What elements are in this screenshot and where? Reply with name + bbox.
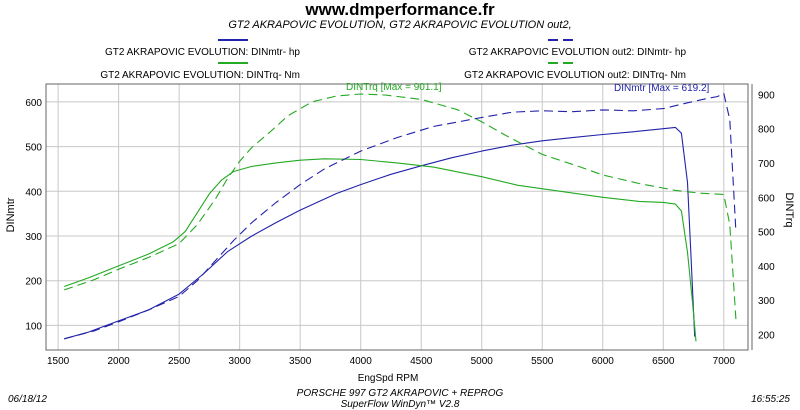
chart-subtitle: GT2 AKRAPOVIC EVOLUTION, GT2 AKRAPOVIC E… — [228, 19, 572, 31]
x-tick-label: 3500 — [289, 356, 312, 367]
x-tick-label: 5000 — [471, 356, 494, 367]
grid — [46, 84, 748, 350]
site-title: www.dmperformance.fr — [305, 0, 495, 19]
y-right-tick-label: 500 — [758, 228, 775, 239]
y-right-tick-label: 900 — [758, 90, 775, 101]
footer-date: 06/18/12 — [8, 394, 47, 405]
ticks-layer: 1500 2000 2500 3000 3500 4000 4500 5000 5500 6000… — [25, 84, 775, 367]
y-left-tick-label: 100 — [25, 321, 42, 332]
x-tick-label: 7000 — [713, 356, 736, 367]
x-tick-label: 4000 — [350, 356, 373, 367]
x-tick-label: 2000 — [107, 356, 130, 367]
x-tick-label: 3000 — [229, 356, 252, 367]
y-right-tick-label: 700 — [758, 159, 775, 170]
y-left-tick-label: 400 — [25, 187, 42, 198]
x-tick-label: 2500 — [168, 356, 191, 367]
series-line-4 — [64, 93, 737, 320]
y-right-tick-label: 400 — [758, 262, 775, 273]
y-left-tick-label: 300 — [25, 232, 42, 243]
x-axis-label: EngSpd RPM — [358, 373, 419, 384]
x-tick-label: 5500 — [531, 356, 554, 367]
y-right-tick-label: 800 — [758, 125, 775, 136]
y-axis-label-left: DINmtr — [5, 197, 17, 232]
series-line-3 — [64, 92, 737, 340]
legend-label-3: GT2 AKRAPOVIC EVOLUTION out2: DINmtr- hp — [469, 47, 687, 58]
x-tick-label: 4500 — [410, 356, 433, 367]
legend-label-2: GT2 AKRAPOVIC EVOLUTION: DINTrq- Nm — [100, 70, 300, 81]
series-layer — [64, 92, 737, 342]
y-axis-label-right: DINTrq — [783, 192, 795, 227]
footer-software: SuperFlow WinDyn™ V2.8 — [340, 399, 460, 410]
y-right-tick-label: 200 — [758, 331, 775, 342]
series-line-1 — [64, 126, 696, 340]
legend-label-4: GT2 AKRAPOVIC EVOLUTION out2: DINTrq- Nm — [464, 70, 686, 81]
x-tick-label: 1500 — [47, 356, 70, 367]
footer-time: 16:55:25 — [751, 394, 790, 405]
legend-label-1: GT2 AKRAPOVIC EVOLUTION: DINmtr- hp — [105, 47, 300, 58]
x-tick-label: 6500 — [652, 356, 675, 367]
legend: GT2 AKRAPOVIC EVOLUTION: DINmtr- hp GT2 A… — [100, 39, 687, 81]
y-left-tick-label: 500 — [25, 143, 42, 154]
y-right-tick-label: 300 — [758, 296, 775, 307]
x-tick-label: 6000 — [592, 356, 615, 367]
power-max-annotation: DINmtr [Max = 619.2] — [614, 83, 710, 94]
series-line-2 — [64, 158, 697, 342]
torque-max-annotation: DINTrq [Max = 901.1] — [346, 82, 442, 93]
y-left-tick-label: 600 — [25, 98, 42, 109]
y-right-tick-label: 600 — [758, 193, 775, 204]
y-left-tick-label: 200 — [25, 277, 42, 288]
plot-frame — [45, 83, 749, 351]
footer-vehicle: PORSCHE 997 GT2 AKRAPOVIC + REPROG — [296, 388, 504, 399]
